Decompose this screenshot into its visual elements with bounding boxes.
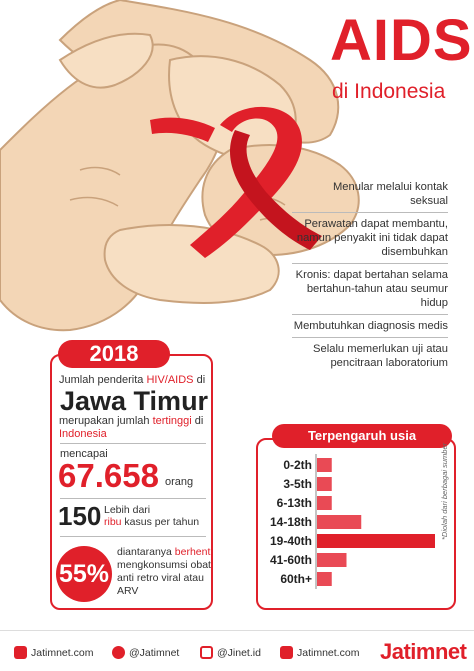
source-note: *Diolah dari berbagai sumber bbox=[440, 442, 449, 540]
globe-icon bbox=[14, 646, 27, 659]
chart-category-label: 14-18th bbox=[270, 515, 312, 529]
year-badge: 2018 bbox=[58, 340, 170, 368]
chart-bar bbox=[317, 477, 332, 491]
footer-facebook[interactable]: Jatimnet.com bbox=[280, 646, 359, 659]
divider bbox=[60, 536, 206, 537]
pct-text-a: diantaranya bbox=[117, 546, 175, 558]
case-count-unit: orang bbox=[165, 476, 194, 488]
pct-text-d: obat anti retro viral atau ARV bbox=[117, 559, 211, 597]
chart-title: Terpengaruh usia bbox=[272, 424, 452, 448]
chart-bar bbox=[317, 458, 332, 472]
percent-text: diantaranya berhenti mengkonsumsi obat a… bbox=[117, 546, 215, 598]
chart-category-label: 60th+ bbox=[280, 572, 312, 586]
yearly-text: Lebih dari ribu kasus per tahun bbox=[104, 504, 214, 528]
description-text: merupakan jumlah tertinggi di Indonesia bbox=[59, 415, 211, 441]
chart-bar bbox=[317, 553, 347, 567]
chart-bar bbox=[317, 515, 362, 529]
fact-item: Perawatan dapat membantu, namun penyakit… bbox=[292, 213, 448, 264]
chart-category-label: 19-40th bbox=[270, 534, 312, 548]
footer-web[interactable]: Jatimnet.com bbox=[14, 646, 93, 659]
yearly-number: 150 bbox=[58, 501, 102, 531]
footer-twitter[interactable]: @Jatimnet bbox=[112, 646, 179, 659]
chart-category-label: 3-5th bbox=[283, 477, 312, 491]
footer-instagram-label: @Jinet.id bbox=[217, 646, 261, 659]
fact-item: Menular melalui kontak seksual bbox=[292, 176, 448, 213]
chart-bar bbox=[317, 572, 332, 586]
case-count: 67.658 bbox=[58, 457, 159, 494]
footer-instagram[interactable]: @Jinet.id bbox=[200, 646, 261, 659]
yearly-text-a: Lebih dari bbox=[104, 504, 151, 516]
chart-category-label: 0-2th bbox=[283, 458, 312, 472]
age-chart: 0-2th 3-5th 6-13th 14-18th 19-40th 41-60th 60t… bbox=[270, 454, 435, 589]
divider bbox=[60, 498, 206, 499]
chart-category-label: 6-13th bbox=[277, 496, 312, 510]
desc-country: Indonesia bbox=[59, 428, 107, 440]
chart-bar bbox=[317, 496, 332, 510]
pct-highlight: berhenti bbox=[174, 546, 213, 558]
fact-item: Kronis: dapat bertahan selama bertahun-t… bbox=[292, 264, 448, 315]
fact-item: Membutuhkan diagnosis medis bbox=[292, 315, 448, 338]
footer-web-label: Jatimnet.com bbox=[31, 646, 94, 659]
pct-text-c: mengkonsumsi bbox=[117, 559, 191, 571]
divider bbox=[60, 443, 206, 444]
brand-logo: Jatimnet bbox=[380, 639, 467, 664]
reach-label: mencapai bbox=[60, 448, 108, 460]
footer-facebook-label: Jatimnet.com bbox=[297, 646, 360, 659]
percent-badge: 55% bbox=[56, 546, 112, 602]
intro-text-c: di bbox=[193, 374, 206, 386]
page-subtitle: di Indonesia bbox=[332, 80, 446, 103]
intro-text: Jumlah penderita HIV/AIDS di bbox=[59, 374, 211, 387]
facts-list: Menular melalui kontak seksual Perawatan… bbox=[292, 176, 448, 374]
footer: Jatimnet.com @Jatimnet @Jinet.id Jatimne… bbox=[0, 630, 474, 671]
instagram-icon bbox=[200, 646, 213, 659]
chart-bar bbox=[317, 534, 435, 548]
page-title: AIDS bbox=[330, 8, 473, 73]
province-name: Jawa Timur bbox=[60, 386, 209, 416]
desc-highlight: tertinggi bbox=[152, 415, 192, 427]
fact-item: Selalu memerlukan uji atau pencitraan la… bbox=[313, 343, 448, 369]
intro-text-a: Jumlah penderita bbox=[59, 374, 147, 386]
facebook-icon bbox=[280, 646, 293, 659]
desc-text-c: di bbox=[191, 415, 204, 427]
footer-twitter-label: @Jatimnet bbox=[129, 646, 180, 659]
yearly-highlight: ribu bbox=[104, 516, 122, 528]
intro-highlight: HIV/AIDS bbox=[146, 374, 194, 386]
hands-ribbon-illustration bbox=[0, 0, 360, 332]
desc-text-a: merupakan jumlah bbox=[59, 415, 153, 427]
chart-category-label: 41-60th bbox=[270, 553, 312, 567]
twitter-icon bbox=[112, 646, 125, 659]
yearly-text-c: kasus per tahun bbox=[121, 516, 200, 528]
